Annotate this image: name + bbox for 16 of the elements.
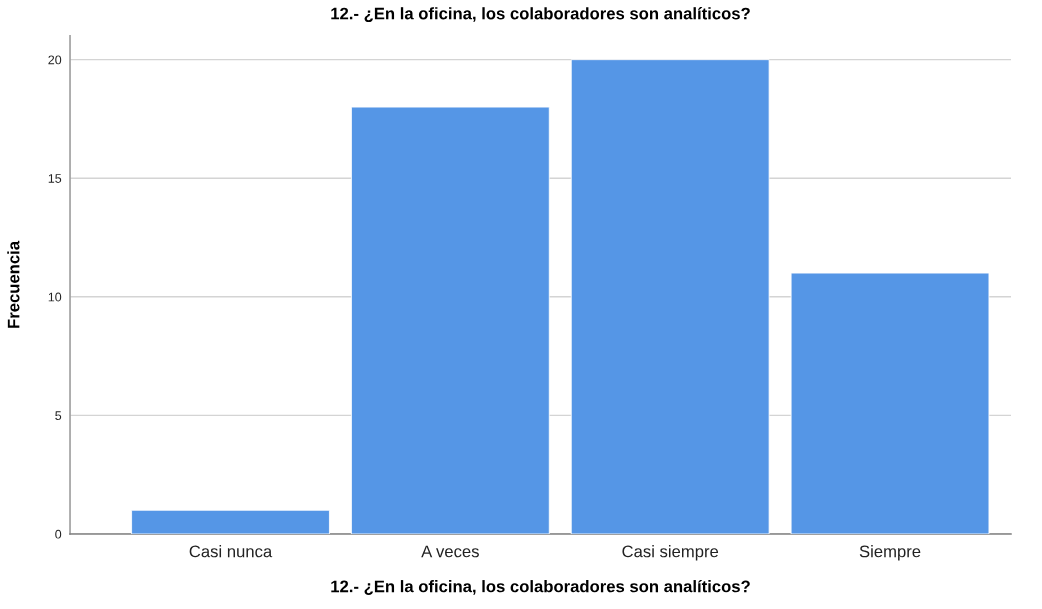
y-tick-label: 5: [55, 411, 62, 421]
x-tick-label: Casi siempre: [622, 545, 719, 561]
chart-title: 12.- ¿En la oficina, los colaboradores son analíticos?: [331, 7, 750, 23]
x-tick-label: A veces: [421, 545, 479, 558]
bar: [131, 509, 330, 534]
y-axis-title: Frecuencia: [7, 240, 20, 328]
bar: [570, 59, 770, 534]
bar: [351, 106, 550, 534]
y-tick-label: 20: [48, 55, 62, 65]
y-tick-label: 15: [48, 174, 62, 183]
y-tick-label: 10: [48, 292, 62, 302]
bar: [790, 272, 990, 534]
x-tick-label: Casi nunca: [189, 545, 273, 558]
x-tick-label: Siempre: [859, 545, 921, 561]
x-axis-title: 12.- ¿En la oficina, los colaboradores son analíticos?: [331, 579, 750, 595]
y-tick-label: 0: [55, 529, 62, 539]
